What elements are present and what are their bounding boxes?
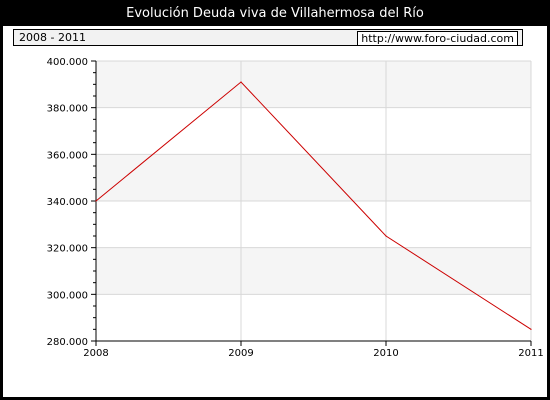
x-tick-label: 2009 [228, 348, 253, 359]
y-tick-label: 380.000 [47, 104, 88, 115]
y-tick-label: 400.000 [47, 57, 88, 68]
data-point [240, 81, 242, 83]
plot-band [96, 247, 531, 295]
x-tick-label: 2011 [518, 348, 543, 359]
x-tick-label: 2008 [83, 348, 108, 359]
plot-band [96, 61, 531, 108]
plot-band [96, 154, 531, 201]
x-tick-label: 2010 [373, 348, 398, 359]
data-point [385, 235, 387, 237]
period-label: 2008 - 2011 [19, 31, 86, 44]
y-tick-label: 280.000 [47, 337, 88, 348]
y-tick-label: 360.000 [47, 150, 88, 161]
y-tick-label: 340.000 [47, 197, 88, 208]
data-point [95, 200, 97, 202]
source-link[interactable]: http://www.foro-ciudad.com [357, 31, 518, 46]
info-bar: 2008 - 2011 http://www.foro-ciudad.com [13, 29, 523, 46]
series-line [95, 81, 532, 330]
data-point [530, 328, 532, 330]
y-tick-label: 300.000 [47, 290, 88, 301]
y-tick-label: 320.000 [47, 244, 88, 255]
chart-title: Evolución Deuda viva de Villahermosa del… [126, 6, 424, 21]
